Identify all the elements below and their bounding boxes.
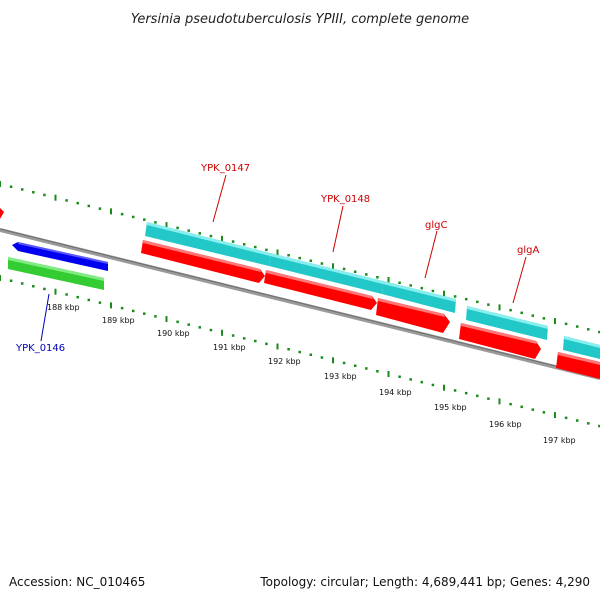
tick-label: 191 kbp: [213, 343, 246, 352]
pointer-glga: [512, 256, 527, 304]
plus-strand-genes: [145, 222, 600, 359]
gene-label-glgc: glgC: [425, 220, 447, 231]
plus-strand-cds: [141, 240, 600, 379]
scale-labels: 188 kbp 189 kbp 190 kbp 191 kbp 192 kbp …: [47, 303, 576, 445]
gene-bar-ypk0147: [145, 222, 270, 266]
gene-label-ypk0147: YPK_0147: [200, 163, 250, 174]
genome-backbone: [0, 228, 600, 380]
tick-label: 188 kbp: [47, 303, 80, 312]
pointer-ypk0147: [212, 174, 227, 223]
pointer-ypk0148: [332, 205, 344, 253]
cds-arrow-offscreen-left: [0, 208, 4, 219]
gene-bar-glga: [466, 306, 548, 340]
cds-arrow-offscreen-right: [556, 352, 600, 379]
gene-bar-glgc: [382, 281, 456, 313]
tick-label: 196 kbp: [489, 420, 522, 429]
gene-label-glga: glgA: [517, 245, 539, 256]
pointer-ypk0146: [40, 293, 50, 342]
genome-summary-text: Topology: circular; Length: 4,689,441 bp…: [259, 575, 590, 589]
accession-text: Accession: NC_010465: [9, 575, 145, 589]
gene-bar-ypk0148: [269, 253, 383, 294]
outer-tick-track: [0, 181, 600, 334]
pointer-glgc: [424, 230, 438, 279]
cds-arrow-ypk0148: [264, 270, 377, 310]
inner-tick-track: [0, 275, 600, 428]
tick-label: 194 kbp: [379, 388, 412, 397]
tick-label: 197 kbp: [543, 436, 576, 445]
tick-label: 189 kbp: [102, 316, 135, 325]
gene-labels: YPK_0147 YPK_0148 glgC glgA YPK_0146: [15, 163, 539, 354]
cds-arrow-ypk0147: [141, 240, 265, 283]
label-pointers: [40, 174, 527, 342]
tick-label: 192 kbp: [268, 357, 301, 366]
tick-label: 195 kbp: [434, 403, 467, 412]
minus-strand-features: [8, 242, 108, 290]
tick-label: 193 kbp: [324, 372, 357, 381]
tick-label: 190 kbp: [157, 329, 190, 338]
cds-arrow-ypk0146: [12, 242, 108, 271]
cds-arrow-glgc: [376, 298, 450, 333]
gene-label-ypk0146: YPK_0146: [15, 343, 65, 354]
map-title: Yersinia pseudotuberculosis YPIII, compl…: [131, 12, 469, 27]
gene-label-ypk0148: YPK_0148: [320, 194, 370, 205]
gene-bar-offscreen-right: [563, 336, 600, 359]
cds-arrow-glga: [459, 323, 541, 359]
